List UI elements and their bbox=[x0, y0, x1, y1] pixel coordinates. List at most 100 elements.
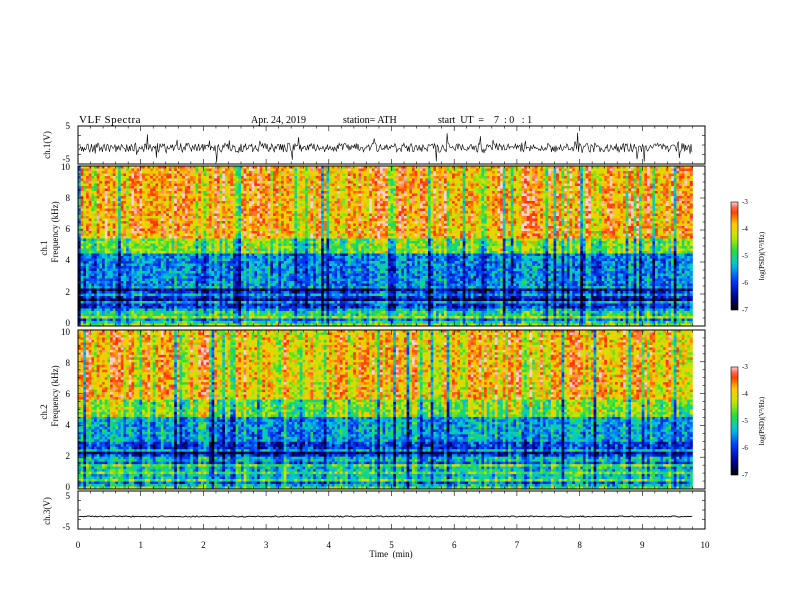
spectrogram-cell bbox=[620, 203, 624, 207]
spectrogram-cell bbox=[107, 188, 111, 192]
spectrogram-cell bbox=[294, 186, 298, 189]
spectrogram-cell bbox=[529, 181, 533, 184]
spectrogram-cell bbox=[417, 191, 421, 194]
spectrogram-cell bbox=[128, 186, 132, 189]
spectrogram-cell bbox=[88, 203, 92, 207]
spectrogram-cell bbox=[494, 183, 498, 187]
spectrogram-cell bbox=[393, 186, 397, 189]
spectrogram-cell bbox=[596, 208, 600, 212]
spectrogram-cell bbox=[460, 193, 464, 197]
spectrogram-cell bbox=[481, 186, 485, 189]
spectrogram-cell bbox=[580, 213, 584, 217]
spectrogram-cell bbox=[417, 168, 421, 172]
spectrogram-cell bbox=[353, 198, 357, 202]
spectrogram-cell bbox=[427, 191, 431, 194]
spectrogram-cell bbox=[345, 186, 349, 189]
spectrogram-cell bbox=[542, 203, 546, 207]
spectrogram-cell bbox=[561, 171, 565, 174]
spectrogram-cell bbox=[542, 171, 546, 174]
spectrogram-cell bbox=[251, 216, 255, 219]
spectrogram-cell bbox=[123, 171, 127, 174]
spectrogram-cell bbox=[452, 183, 456, 187]
spectrogram-cell bbox=[363, 186, 367, 189]
spectrogram-cell bbox=[275, 213, 279, 217]
spectrogram-cell bbox=[588, 178, 592, 182]
spectrogram-cell bbox=[128, 198, 132, 202]
spectrogram-cell bbox=[462, 171, 466, 174]
spectrogram-cell bbox=[363, 181, 367, 184]
spectrogram-cell bbox=[350, 193, 354, 197]
spectrogram-cell bbox=[518, 186, 522, 189]
spectrogram-cell bbox=[542, 176, 546, 179]
spectrogram-cell bbox=[449, 193, 453, 197]
spectrogram-cell bbox=[660, 176, 664, 179]
spectrogram-cell bbox=[430, 186, 434, 189]
spectrogram-cell bbox=[275, 181, 279, 184]
spectrogram-cell bbox=[644, 178, 648, 182]
spectrogram-cell bbox=[679, 176, 683, 179]
spectrogram-cell bbox=[366, 211, 370, 214]
spectrogram-cell bbox=[660, 208, 664, 212]
spectrogram-cell bbox=[542, 166, 546, 169]
spectrogram-cell bbox=[353, 213, 357, 217]
spectrogram-cell bbox=[78, 218, 82, 222]
spectrogram-cell bbox=[470, 218, 474, 222]
spectrogram-cell bbox=[369, 218, 373, 222]
spectrogram-cell bbox=[606, 168, 610, 172]
spectrogram-cell bbox=[510, 193, 514, 197]
spectrogram-cell bbox=[438, 166, 442, 169]
spectrogram-cell bbox=[222, 191, 226, 194]
spectrogram-cell bbox=[256, 201, 261, 204]
spectrogram-cell bbox=[454, 208, 458, 212]
spectrogram-cell bbox=[265, 216, 269, 219]
spectrogram-cell bbox=[176, 176, 180, 179]
spectrogram-cell bbox=[671, 186, 675, 189]
spectrogram-cell bbox=[561, 201, 565, 204]
spectrogram-cell bbox=[379, 181, 383, 184]
spectrogram-cell bbox=[505, 168, 509, 172]
spectrogram-cell bbox=[668, 208, 672, 212]
spectrogram-cell bbox=[623, 211, 627, 214]
spectrogram-cell bbox=[305, 203, 309, 207]
spectrogram-cell bbox=[232, 166, 236, 169]
spectrogram-cell bbox=[647, 216, 651, 219]
spectrogram-cell bbox=[476, 186, 480, 189]
spectrogram-cell bbox=[88, 168, 92, 172]
spectrogram-cell bbox=[265, 171, 269, 174]
spectrogram-cell bbox=[273, 196, 277, 199]
spectrogram-cell bbox=[684, 211, 688, 214]
spectrogram-cell bbox=[500, 206, 504, 209]
spectrogram-cell bbox=[660, 171, 664, 174]
spectrogram-cell bbox=[425, 168, 429, 172]
spectrogram-cell bbox=[401, 183, 405, 187]
spectrogram-cell bbox=[494, 191, 498, 194]
spectrogram-cell bbox=[393, 196, 397, 199]
spectrogram-cell bbox=[660, 206, 664, 209]
spectrogram-cell bbox=[644, 171, 648, 174]
spectrogram-cell bbox=[123, 191, 127, 194]
spectrogram-cell bbox=[91, 166, 95, 169]
spectrogram-cell bbox=[598, 213, 602, 217]
spectrogram-cell bbox=[668, 206, 672, 209]
spectrogram-cell bbox=[224, 166, 228, 169]
spectrogram-cell bbox=[406, 178, 410, 182]
spectrogram-cell bbox=[126, 178, 130, 182]
spectrogram-cell bbox=[457, 181, 461, 184]
spectrogram-cell bbox=[240, 176, 244, 179]
spectrogram-cell bbox=[222, 173, 226, 177]
spectrogram-cell bbox=[577, 198, 581, 202]
spectrogram-cell bbox=[679, 211, 683, 214]
spectrogram-cell bbox=[139, 171, 143, 174]
spectrogram-cell bbox=[227, 178, 231, 182]
spectrogram-cell bbox=[409, 186, 413, 189]
spectrogram-cell bbox=[160, 191, 164, 194]
spectrogram-cell bbox=[419, 166, 423, 169]
spectrogram-cell bbox=[155, 191, 159, 194]
spectrogram-cell bbox=[558, 193, 562, 197]
spectrogram-cell bbox=[387, 166, 391, 169]
spectrogram-cell bbox=[371, 168, 375, 172]
spectrogram-cell bbox=[582, 168, 586, 172]
spectrogram-cell bbox=[478, 201, 482, 204]
spectrogram-cell bbox=[136, 196, 140, 199]
spectrogram-cell bbox=[625, 178, 629, 182]
